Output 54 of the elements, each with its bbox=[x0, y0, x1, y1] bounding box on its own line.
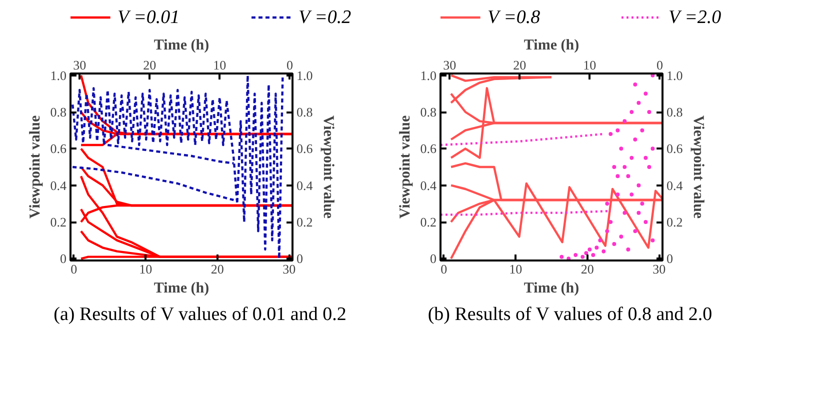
x-tick-label: 30 bbox=[282, 262, 296, 276]
x2-axis-title: Time (h) bbox=[154, 38, 210, 54]
y-tick-label: 0.4 bbox=[50, 178, 67, 193]
y2-tick-label: 0.6 bbox=[666, 141, 684, 156]
y-tick-label: 1.0 bbox=[420, 68, 436, 83]
y2-tick-label: 0 bbox=[296, 251, 303, 266]
legend-label: V =0.2 bbox=[298, 7, 352, 28]
x2-tick-label: 20 bbox=[143, 58, 156, 72]
x-tick-label: 10 bbox=[139, 262, 152, 276]
y2-tick-label: 0.2 bbox=[666, 214, 683, 230]
legend-label: V =0.01 bbox=[118, 7, 180, 28]
y-tick-label: 0 bbox=[430, 251, 436, 266]
y-tick-label: 0.8 bbox=[50, 104, 66, 120]
y-tick-label: 0.4 bbox=[420, 178, 437, 193]
x-tick-label: 20 bbox=[210, 262, 224, 276]
y-tick-label: 1.0 bbox=[50, 68, 66, 83]
y2-tick-label: 0.4 bbox=[666, 178, 684, 193]
x2-tick-label: 0 bbox=[286, 58, 293, 72]
x2-tick-label: 30 bbox=[443, 58, 456, 72]
x-tick-label: 20 bbox=[580, 262, 594, 276]
x-tick-label: 30 bbox=[652, 262, 666, 276]
x2-tick-label: 10 bbox=[213, 58, 226, 72]
x-tick-label: 0 bbox=[440, 262, 448, 276]
y-tick-label: 0.6 bbox=[420, 141, 437, 156]
x2-tick-label: 30 bbox=[73, 58, 86, 72]
y2-tick-label: 0.8 bbox=[666, 104, 683, 120]
y2-axis-title: Viewpoint value bbox=[320, 115, 336, 219]
text: (b) Results of V values of 0.8 and 2.0 bbox=[428, 304, 712, 326]
y-tick-label: 0 bbox=[60, 251, 66, 266]
y-tick-label: 0.6 bbox=[50, 141, 67, 156]
x2-tick-label: 20 bbox=[513, 58, 526, 72]
y2-tick-label: 0 bbox=[666, 251, 673, 266]
y2-tick-label: 0.6 bbox=[296, 141, 314, 156]
y2-tick-label: 0.8 bbox=[296, 104, 313, 120]
y2-tick-label: 0.4 bbox=[296, 178, 314, 193]
x2-tick-label: 10 bbox=[583, 58, 596, 72]
legend-label: V =2.0 bbox=[668, 7, 722, 28]
x2-tick-label: 0 bbox=[656, 58, 663, 72]
y-tick-label: 0.2 bbox=[50, 214, 66, 230]
y-tick-label: 0.8 bbox=[420, 104, 436, 120]
y2-tick-label: 1.0 bbox=[296, 68, 313, 83]
legend-label: V =0.8 bbox=[488, 7, 541, 28]
text: (a) Results of V values of 0.01 and 0.2 bbox=[54, 304, 346, 326]
y-axis-title: Viewpoint value bbox=[397, 115, 414, 219]
x-axis-title: Time (h) bbox=[524, 280, 580, 296]
y2-tick-label: 0.2 bbox=[296, 214, 313, 230]
x-tick-label: 10 bbox=[509, 262, 522, 276]
y-tick-label: 0.2 bbox=[420, 214, 436, 230]
y2-tick-label: 1.0 bbox=[666, 68, 683, 83]
x2-axis-title: Time (h) bbox=[524, 38, 580, 54]
y-axis-title: Viewpoint value bbox=[27, 115, 44, 219]
x-axis-title: Time (h) bbox=[154, 280, 210, 296]
y2-axis-title: Viewpoint value bbox=[690, 115, 706, 219]
x-tick-label: 0 bbox=[70, 262, 78, 276]
